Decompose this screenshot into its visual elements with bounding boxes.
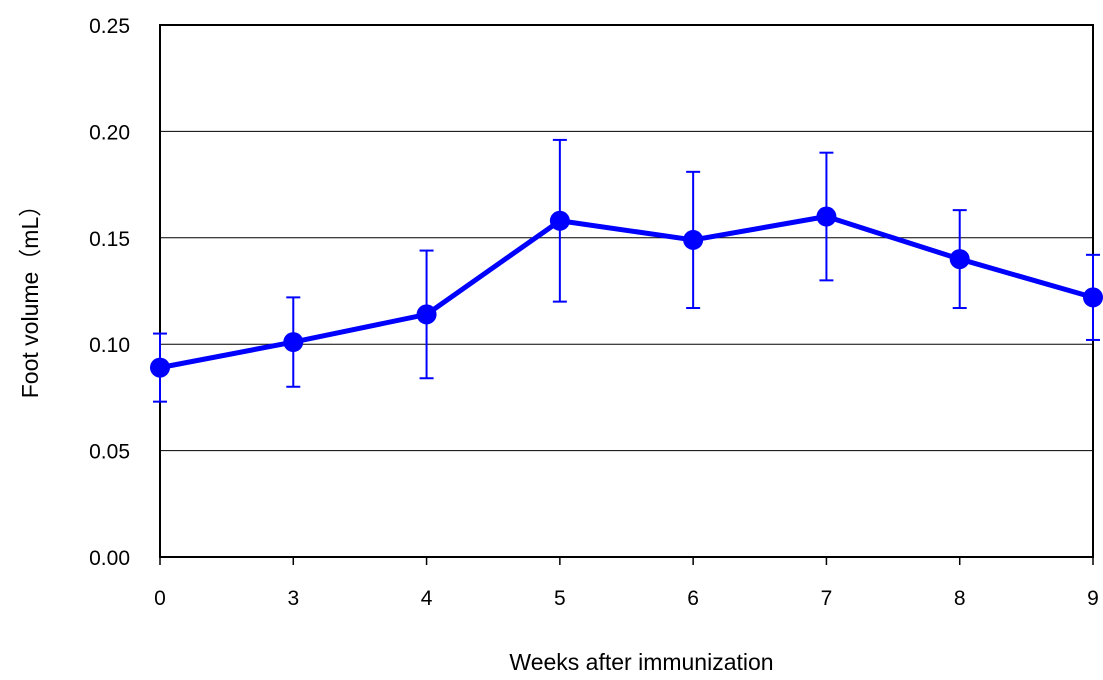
y-tick-label: 0.10	[89, 334, 130, 357]
y-axis-title: Foot volume（mL）	[17, 194, 43, 399]
series-layer	[150, 138, 1103, 403]
x-tick-label: 0	[154, 587, 166, 610]
y-tick-label: 0.15	[89, 228, 130, 251]
y-axis-tick-labels: 0.00 0.05 0.10 0.15 0.20 0.25	[89, 15, 130, 570]
y-tick-label: 0.20	[89, 121, 130, 144]
x-tick-label: 5	[554, 587, 566, 610]
data-point	[1083, 287, 1103, 308]
data-point	[416, 304, 437, 325]
x-axis-ticks: 0 3 4 5 6 7 8 9	[154, 557, 1099, 610]
data-point	[816, 206, 837, 227]
x-tick-label: 3	[287, 587, 299, 610]
x-tick-label: 6	[687, 587, 699, 610]
x-tick-label: 9	[1087, 587, 1099, 610]
data-point	[549, 210, 570, 231]
data-point	[150, 357, 170, 378]
data-point	[949, 249, 970, 270]
y-tick-label: 0.05	[89, 441, 130, 464]
x-tick-label: 7	[821, 587, 833, 610]
series-0	[150, 138, 1103, 403]
x-tick-label: 8	[954, 587, 966, 610]
data-point	[283, 332, 304, 353]
series-line	[159, 214, 1094, 371]
plot-area-frame	[159, 24, 1094, 558]
data-point	[683, 229, 704, 250]
x-tick-label: 4	[421, 587, 433, 610]
gridlines	[160, 130, 1093, 452]
y-tick-label: 0.25	[89, 15, 130, 38]
x-axis-title: Weeks after immunization	[509, 649, 773, 675]
y-tick-label: 0.00	[89, 547, 130, 570]
